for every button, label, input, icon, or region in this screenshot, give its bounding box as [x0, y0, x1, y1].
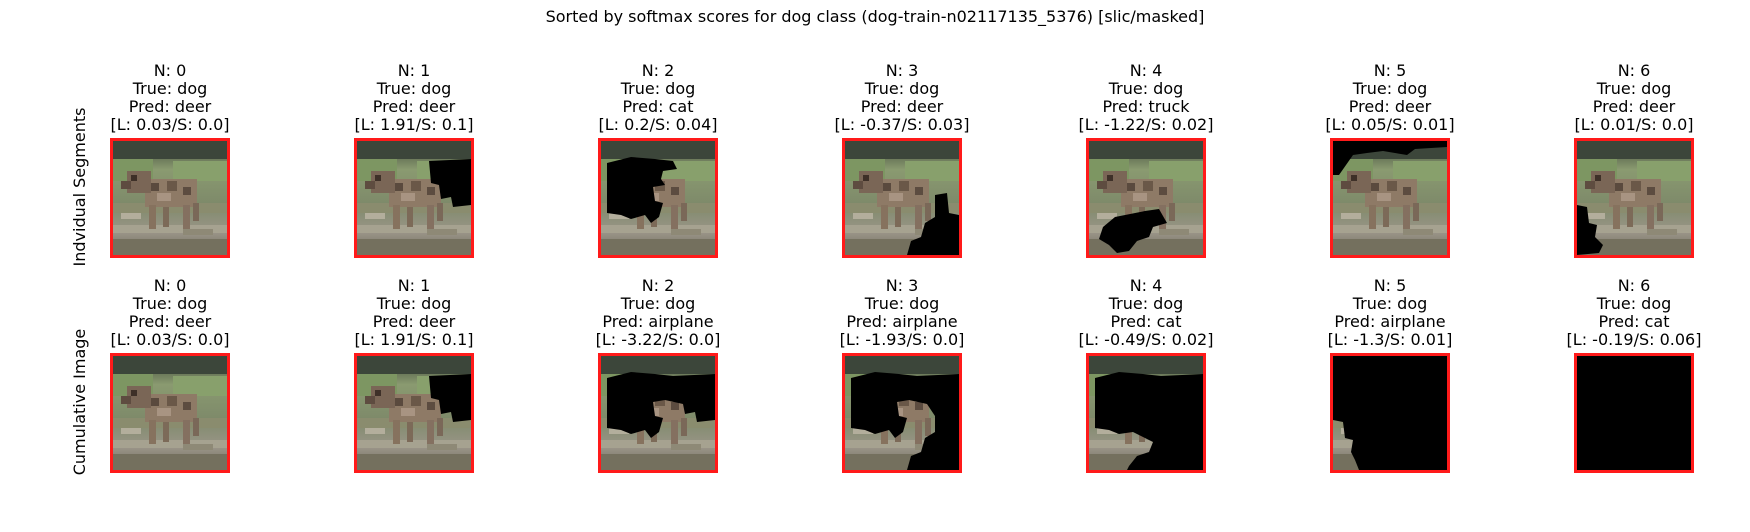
- figure-title: Sorted by softmax scores for dog class (…: [545, 7, 1205, 26]
- panel-scores: [L: -0.49/S: 0.02]: [1078, 330, 1214, 349]
- cumulative-image-frame: [1574, 353, 1694, 473]
- segment-image-frame: [110, 138, 230, 258]
- panel-title: N: 1 True: dog Pred: deer [L: 1.91/S: 0.…: [294, 277, 534, 349]
- panel-n: N: 6: [1617, 276, 1651, 295]
- segment-image: [113, 141, 227, 255]
- segment-image-frame: [1330, 138, 1450, 258]
- segment-image: [845, 141, 959, 255]
- panel-scores: [L: 0.03/S: 0.0]: [110, 115, 230, 134]
- panel-n: N: 1: [397, 276, 431, 295]
- panel-n: N: 0: [153, 61, 187, 80]
- panel-title: N: 6 True: dog Pred: deer [L: 0.01/S: 0.…: [1514, 62, 1750, 134]
- panel-title: N: 5 True: dog Pred: airplane [L: -1.3/S…: [1270, 277, 1510, 349]
- cumulative-image: [357, 356, 471, 470]
- segment-image: [601, 141, 715, 255]
- cumulative-image-frame: [598, 353, 718, 473]
- panel-pred: Pred: airplane: [1334, 312, 1446, 331]
- panel-pred: Pred: truck: [1102, 97, 1190, 116]
- segment-image-frame: [1574, 138, 1694, 258]
- panel-true: True: dog: [1352, 79, 1428, 98]
- segment-image-frame: [354, 138, 474, 258]
- panel-title: N: 1 True: dog Pred: deer [L: 1.91/S: 0.…: [294, 62, 534, 134]
- panel-scores: [L: 0.05/S: 0.01]: [1325, 115, 1455, 134]
- panel-title: N: 0 True: dog Pred: deer [L: 0.03/S: 0.…: [50, 62, 290, 134]
- panel-pred: Pred: cat: [1110, 312, 1182, 331]
- panel-title: N: 3 True: dog Pred: airplane [L: -1.93/…: [782, 277, 1022, 349]
- cumulative-image-frame: [1086, 353, 1206, 473]
- segment-image-frame: [842, 138, 962, 258]
- segment-image-frame: [598, 138, 718, 258]
- panel-title: N: 0 True: dog Pred: deer [L: 0.03/S: 0.…: [50, 277, 290, 349]
- panel-pred: Pred: deer: [128, 312, 212, 331]
- cumulative-image-frame: [110, 353, 230, 473]
- panel-true: True: dog: [1596, 294, 1672, 313]
- panel-title: N: 2 True: dog Pred: cat [L: 0.2/S: 0.04…: [538, 62, 778, 134]
- panel-n: N: 0: [153, 276, 187, 295]
- panel-n: N: 5: [1373, 276, 1407, 295]
- panel-pred: Pred: deer: [860, 97, 944, 116]
- segment-image-frame: [1086, 138, 1206, 258]
- panel-scores: [L: 1.91/S: 0.1]: [354, 330, 474, 349]
- panel-scores: [L: 0.2/S: 0.04]: [598, 115, 718, 134]
- panel-title: N: 6 True: dog Pred: cat [L: -0.19/S: 0.…: [1514, 277, 1750, 349]
- panel-true: True: dog: [1108, 79, 1184, 98]
- cumulative-image: [601, 356, 715, 470]
- panel-n: N: 2: [641, 61, 675, 80]
- panel-scores: [L: -1.93/S: 0.0]: [839, 330, 965, 349]
- cumulative-image: [845, 356, 959, 470]
- panel-true: True: dog: [1108, 294, 1184, 313]
- panel-n: N: 3: [885, 61, 919, 80]
- panel-true: True: dog: [620, 79, 696, 98]
- panel-pred: Pred: airplane: [602, 312, 714, 331]
- panel-true: True: dog: [132, 79, 208, 98]
- panel-scores: [L: 1.91/S: 0.1]: [354, 115, 474, 134]
- cumulative-image: [1577, 356, 1691, 470]
- panel-scores: [L: 0.01/S: 0.0]: [1574, 115, 1694, 134]
- panel-n: N: 4: [1129, 276, 1163, 295]
- panel-scores: [L: 0.03/S: 0.0]: [110, 330, 230, 349]
- panel-scores: [L: -3.22/S: 0.0]: [595, 330, 721, 349]
- segment-image: [1577, 141, 1691, 255]
- panel-true: True: dog: [620, 294, 696, 313]
- panel-n: N: 2: [641, 276, 675, 295]
- panel-title: N: 4 True: dog Pred: truck [L: -1.22/S: …: [1026, 62, 1266, 134]
- cumulative-image: [1333, 356, 1447, 470]
- panel-n: N: 5: [1373, 61, 1407, 80]
- panel-pred: Pred: cat: [622, 97, 694, 116]
- segment-image: [1089, 141, 1203, 255]
- panel-pred: Pred: cat: [1598, 312, 1670, 331]
- cumulative-image: [113, 356, 227, 470]
- panel-true: True: dog: [1596, 79, 1672, 98]
- panel-true: True: dog: [864, 79, 940, 98]
- panel-scores: [L: -0.37/S: 0.03]: [834, 115, 970, 134]
- panel-true: True: dog: [376, 79, 452, 98]
- panel-n: N: 6: [1617, 61, 1651, 80]
- panel-title: N: 5 True: dog Pred: deer [L: 0.05/S: 0.…: [1270, 62, 1510, 134]
- panel-scores: [L: -1.22/S: 0.02]: [1078, 115, 1214, 134]
- panel-title: N: 4 True: dog Pred: cat [L: -0.49/S: 0.…: [1026, 277, 1266, 349]
- panel-pred: Pred: deer: [1348, 97, 1432, 116]
- cumulative-image-frame: [354, 353, 474, 473]
- panel-true: True: dog: [132, 294, 208, 313]
- cumulative-image: [1089, 356, 1203, 470]
- panel-n: N: 1: [397, 61, 431, 80]
- panel-n: N: 3: [885, 276, 919, 295]
- panel-true: True: dog: [376, 294, 452, 313]
- panel-scores: [L: -0.19/S: 0.06]: [1566, 330, 1702, 349]
- panel-n: N: 4: [1129, 61, 1163, 80]
- panel-pred: Pred: deer: [372, 97, 456, 116]
- panel-pred: Pred: airplane: [846, 312, 958, 331]
- panel-title: N: 3 True: dog Pred: deer [L: -0.37/S: 0…: [782, 62, 1022, 134]
- panel-title: N: 2 True: dog Pred: airplane [L: -3.22/…: [538, 277, 778, 349]
- segment-image: [1333, 141, 1447, 255]
- panel-scores: [L: -1.3/S: 0.01]: [1327, 330, 1453, 349]
- cumulative-image-frame: [842, 353, 962, 473]
- cumulative-image-frame: [1330, 353, 1450, 473]
- panel-pred: Pred: deer: [1592, 97, 1676, 116]
- panel-true: True: dog: [1352, 294, 1428, 313]
- panel-pred: Pred: deer: [372, 312, 456, 331]
- segment-image: [357, 141, 471, 255]
- panel-true: True: dog: [864, 294, 940, 313]
- panel-pred: Pred: deer: [128, 97, 212, 116]
